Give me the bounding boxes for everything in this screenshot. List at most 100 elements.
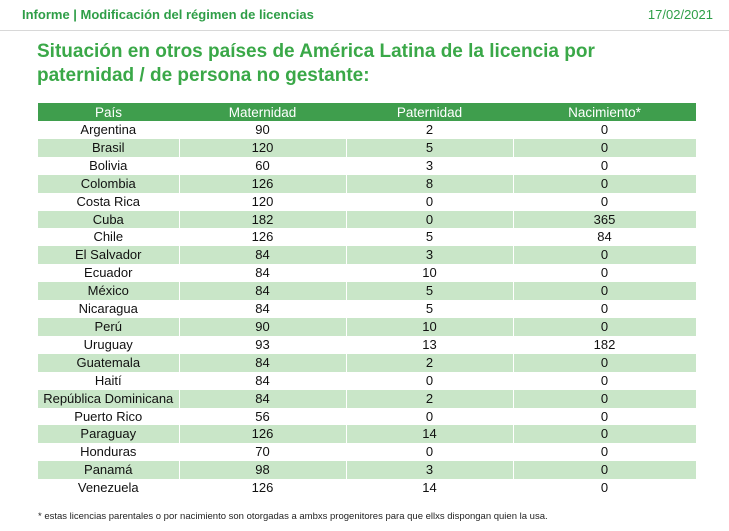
table-row: Venezuela 126 14 0	[38, 479, 697, 498]
table-row: Brasil 120 5 0	[38, 138, 697, 157]
birth-cell: 0	[513, 443, 697, 462]
country-cell: Perú	[38, 317, 180, 336]
country-cell: Brasil	[38, 138, 180, 157]
footnote: * estas licencias parentales o por nacim…	[38, 511, 548, 522]
table-row: Cuba 182 0 365	[38, 210, 697, 229]
maternity-cell: 84	[179, 246, 347, 265]
paternity-cell: 10	[346, 317, 514, 336]
column-header-birth: Nacimiento*	[513, 103, 696, 121]
table-row: Haití 84 0 0	[38, 371, 697, 390]
country-cell: El Salvador	[38, 246, 180, 265]
birth-cell: 0	[513, 156, 697, 175]
maternity-cell: 70	[179, 443, 347, 462]
report-date: 17/02/2021	[647, 7, 713, 22]
maternity-cell: 126	[179, 425, 347, 444]
birth-cell: 0	[513, 461, 697, 480]
country-cell: Colombia	[38, 174, 180, 193]
maternity-cell: 56	[179, 407, 347, 426]
paternity-cell: 0	[346, 407, 514, 426]
maternity-cell: 182	[179, 210, 347, 229]
birth-cell: 0	[513, 174, 697, 193]
country-cell: Haití	[38, 371, 180, 390]
maternity-cell: 84	[179, 300, 347, 318]
paternity-cell: 13	[346, 335, 514, 354]
table-row: Guatemala 84 2 0	[38, 353, 697, 372]
table-row: República Dominicana 84 2 0	[38, 389, 697, 408]
maternity-cell: 93	[179, 335, 347, 354]
maternity-cell: 60	[179, 156, 347, 175]
birth-cell: 0	[513, 264, 697, 283]
paternity-cell: 8	[346, 174, 514, 193]
country-cell: Ecuador	[38, 264, 180, 283]
country-cell: Chile	[38, 228, 180, 247]
country-cell: Nicaragua	[38, 300, 180, 318]
maternity-cell: 84	[179, 264, 347, 283]
column-header-maternity: Maternidad	[179, 103, 346, 121]
country-cell: Guatemala	[38, 353, 180, 372]
table-row: Honduras 70 0 0	[38, 443, 697, 462]
country-cell: Uruguay	[38, 335, 180, 354]
paternity-cell: 0	[346, 371, 514, 390]
paternity-cell: 14	[346, 425, 514, 444]
birth-cell: 0	[513, 389, 697, 408]
paternity-cell: 3	[346, 246, 514, 265]
birth-cell: 0	[513, 479, 697, 498]
country-cell: Argentina	[38, 121, 180, 139]
column-header-paternity: Paternidad	[346, 103, 513, 121]
maternity-cell: 126	[179, 479, 347, 498]
maternity-cell: 98	[179, 461, 347, 480]
country-cell: Bolivia	[38, 156, 180, 175]
paternity-cell: 10	[346, 264, 514, 283]
country-cell: Venezuela	[38, 479, 180, 498]
country-cell: México	[38, 282, 180, 301]
birth-cell: 0	[513, 407, 697, 426]
table-row: Perú 90 10 0	[38, 317, 697, 336]
paternity-cell: 14	[346, 479, 514, 498]
table-row: Uruguay 93 13 182	[38, 335, 697, 354]
birth-cell: 0	[513, 246, 697, 265]
country-cell: Puerto Rico	[38, 407, 180, 426]
maternity-cell: 126	[179, 174, 347, 193]
birth-cell: 0	[513, 192, 697, 211]
birth-cell: 0	[513, 300, 697, 318]
paternity-cell: 5	[346, 282, 514, 301]
birth-cell: 84	[513, 228, 697, 247]
report-section-label: Informe | Modificación del régimen de li…	[22, 7, 314, 22]
table-body: Argentina 90 2 0 Brasil 120 5 0 Bolivia 60 3 0 Colom…	[38, 121, 697, 498]
country-cell: Costa Rica	[38, 192, 180, 211]
birth-cell: 0	[513, 425, 697, 444]
table-row: México 84 5 0	[38, 282, 697, 301]
table-row: El Salvador 84 3 0	[38, 246, 697, 265]
table-row: Argentina 90 2 0	[38, 121, 697, 139]
paternity-cell: 0	[346, 443, 514, 462]
birth-cell: 0	[513, 282, 697, 301]
table-row: Panamá 98 3 0	[38, 461, 697, 480]
maternity-cell: 84	[179, 389, 347, 408]
birth-cell: 0	[513, 138, 697, 157]
paternity-cell: 2	[346, 389, 514, 408]
country-cell: Paraguay	[38, 425, 180, 444]
maternity-cell: 90	[179, 121, 347, 139]
paternity-cell: 2	[346, 121, 514, 139]
maternity-cell: 120	[179, 138, 347, 157]
paternity-cell: 3	[346, 156, 514, 175]
birth-cell: 182	[513, 335, 697, 354]
birth-cell: 0	[513, 353, 697, 372]
birth-cell: 0	[513, 121, 697, 139]
maternity-cell: 84	[179, 353, 347, 372]
table-row: Colombia 126 8 0	[38, 174, 697, 193]
birth-cell: 0	[513, 371, 697, 390]
paternity-cell: 5	[346, 138, 514, 157]
table-row: Puerto Rico 56 0 0	[38, 407, 697, 426]
country-cell: Cuba	[38, 210, 180, 229]
document-header: Informe | Modificación del régimen de li…	[0, 0, 729, 31]
maternity-cell: 90	[179, 317, 347, 336]
paternity-cell: 5	[346, 228, 514, 247]
paternity-cell: 2	[346, 353, 514, 372]
column-header-country: País	[38, 103, 179, 121]
country-cell: Honduras	[38, 443, 180, 462]
table-header-row: País Maternidad Paternidad Nacimiento*	[38, 103, 696, 121]
table-row: Ecuador 84 10 0	[38, 264, 697, 283]
paternity-cell: 0	[346, 192, 514, 211]
table-row: Costa Rica 120 0 0	[38, 192, 697, 211]
